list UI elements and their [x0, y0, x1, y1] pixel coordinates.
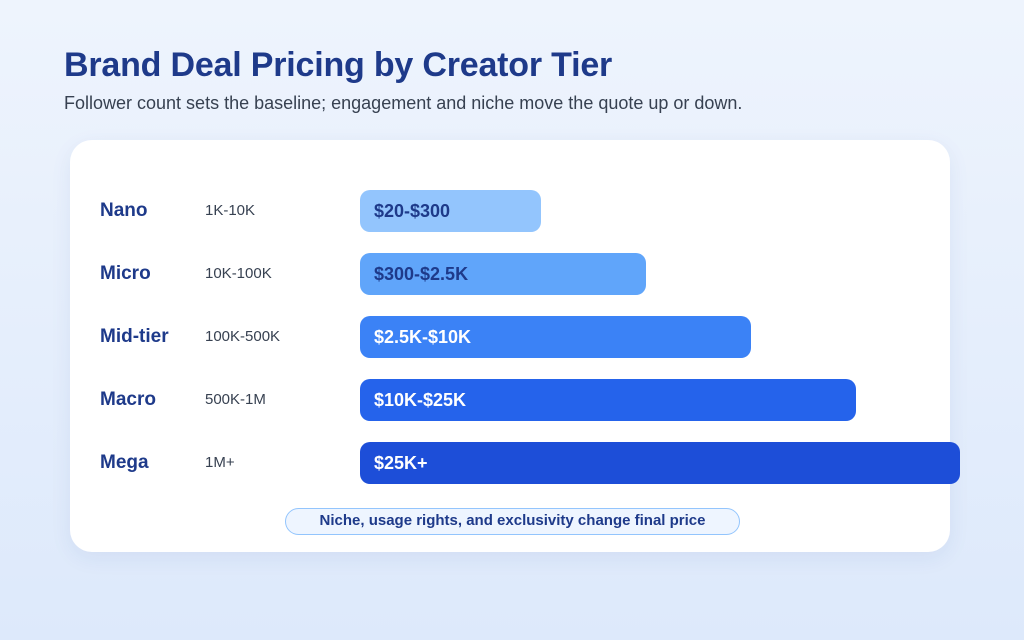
bar-row: Nano 1K-10K $20-$300 — [70, 190, 950, 232]
tier-label: Micro — [100, 263, 151, 284]
bar-row: Mega 1M+ $25K+ — [70, 442, 960, 484]
chart-card: Nano 1K-10K $20-$300 Micro 10K-100K $300-$2.5… — [70, 140, 960, 552]
price-range-label: $2.5K-$10K — [374, 327, 472, 347]
bar-row: Macro 500K-1M $10K-$25K — [70, 379, 950, 421]
bar-row: Micro 10K-100K $300-$2.5K — [70, 253, 950, 295]
follower-range-label: 1K-10K — [205, 202, 256, 219]
tier-label: Macro — [100, 389, 156, 410]
price-range-label: $20-$300 — [374, 201, 451, 221]
tier-label: Mid-tier — [100, 326, 169, 347]
chart-subtitle: Follower count sets the baseline; engage… — [64, 93, 743, 113]
tier-label: Mega — [100, 452, 149, 473]
follower-range-label: 10K-100K — [205, 265, 272, 282]
chart-title: Brand Deal Pricing by Creator Tier — [64, 46, 613, 84]
follower-range-label: 1M+ — [205, 454, 235, 471]
price-bar: $2.5K-$10K — [360, 316, 751, 358]
price-range-label: $25K+ — [374, 453, 428, 473]
follower-range-label: 500K-1M — [205, 391, 266, 408]
bar-row: Mid-tier 100K-500K $2.5K-$10K — [70, 316, 950, 358]
tier-label: Nano — [100, 200, 148, 221]
price-range-label: $10K-$25K — [374, 390, 467, 410]
price-bar: $20-$300 — [360, 190, 541, 232]
price-bar: $25K+ — [360, 442, 960, 484]
footnote-pill: Niche, usage rights, and exclusivity cha… — [285, 508, 740, 535]
follower-range-label: 100K-500K — [205, 328, 281, 345]
price-bar: $10K-$25K — [360, 379, 856, 421]
price-bar: $300-$2.5K — [360, 253, 646, 295]
price-range-label: $300-$2.5K — [374, 264, 469, 284]
